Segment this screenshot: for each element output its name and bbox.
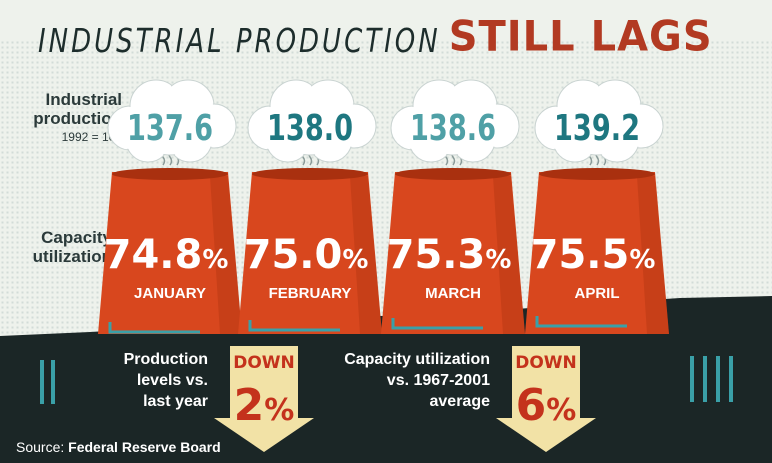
callout-number: 2 [234,380,265,431]
smokestack-group: 139.2 75.5% APRIL [525,79,669,334]
callout-text-line: Production [124,351,208,368]
production-value: 138.6 [410,108,496,149]
production-value: 137.6 [127,108,213,149]
production-base-label: 1992 = 100 [61,130,122,144]
smokestack-rim [112,168,228,180]
callout-text-line: Capacity utilization [344,351,490,368]
smokestack [381,172,525,334]
down-arrow [496,346,596,452]
smokestack [238,172,382,334]
smoke-cloud [107,79,237,163]
chart-title: INDUSTRIAL PRODUCTION STILL LAGS [38,12,713,62]
capacity-number: 74.8 [104,232,203,278]
smokestack-group: 138.675.3%MARCH [381,79,525,334]
smoke-cloud [534,79,664,163]
decor-bar [729,356,733,402]
capacity-unit: % [485,245,511,275]
month-label: APRIL [575,285,620,302]
smokestack-group: 137.6 74.8% JANUARY [98,79,242,334]
smokestack-shade [210,176,242,334]
production-value: 139.2 [554,108,640,149]
pipe-bracket [108,322,200,334]
callout-number: 6 [516,380,547,431]
capacity-unit: % [342,245,368,275]
capacity-unit: % [202,245,228,275]
cloud-fill [141,96,199,154]
cloud-fill [568,96,626,154]
decor-bar [40,360,44,404]
callout-value: 2% [234,380,295,431]
production-label-line1: Industrial [45,90,122,109]
pipe-bracket [248,320,340,332]
callout-unit: % [546,393,576,428]
pipe-bracket [391,318,483,330]
cloud-fill [281,96,339,154]
decor-bar [51,360,55,404]
capacity-value: 75.3% [387,232,512,278]
capacity-number: 75.0 [244,232,343,278]
capacity-label-line1: Capacity [41,228,112,247]
smoke-cloud [390,79,520,163]
smokestack [525,172,669,334]
smokestack-shade [637,176,669,334]
capacity-row-label: Capacity utilization [20,228,112,266]
source-prefix: Source: [16,439,68,455]
callout-text-line: levels vs. [137,372,208,389]
callout-value: 6% [516,380,577,431]
capacity-unit: % [629,245,655,275]
callout-unit: % [264,393,294,428]
decor-bar [703,356,707,402]
smokestack [98,172,242,334]
month-label: MARCH [425,285,481,302]
callout-group: Capacity utilization vs. 1967-2001 average… [344,346,596,452]
smokestack-rim [252,168,368,180]
smokestack-rim [395,168,511,180]
month-label: FEBRUARY [269,285,352,302]
title-part2: STILL LAGS [448,12,713,62]
callout-group: Production levels vs. last year DOWN 2% [124,346,314,452]
source-note: Source: Federal Reserve Board [16,439,221,455]
title-part1: INDUSTRIAL PRODUCTION [38,23,441,61]
callout-text-line: average [430,393,491,410]
decor-bar [716,356,720,402]
capacity-label-line2: utilization [32,247,112,266]
down-arrow [214,346,314,452]
capacity-number: 75.3 [387,232,486,278]
production-row-label: Industrial production 1992 = 100 [30,90,122,147]
capacity-number: 75.5 [531,232,630,278]
callout-direction: DOWN [515,353,577,373]
callout-text-line: last year [143,393,208,410]
capacity-value: 75.0% [244,232,369,278]
smoke-cloud [247,79,377,163]
smokestack-group: 138.0 75.0% FEBRUARY [238,79,382,334]
smokestack-rim [539,168,655,180]
production-label-line2: production [33,109,122,128]
month-label: JANUARY [134,285,206,302]
callout-direction: DOWN [233,353,295,373]
pipe-bracket [535,316,627,328]
capacity-value: 74.8% [104,232,229,278]
smokestack-shade [493,176,525,334]
production-value: 138.0 [267,108,353,149]
cloud-fill [424,96,482,154]
decor-bar [690,356,694,402]
source-name: Federal Reserve Board [68,439,221,455]
smokestack-shade [350,176,382,334]
capacity-value: 75.5% [531,232,656,278]
callout-text-line: vs. 1967-2001 [387,372,490,389]
